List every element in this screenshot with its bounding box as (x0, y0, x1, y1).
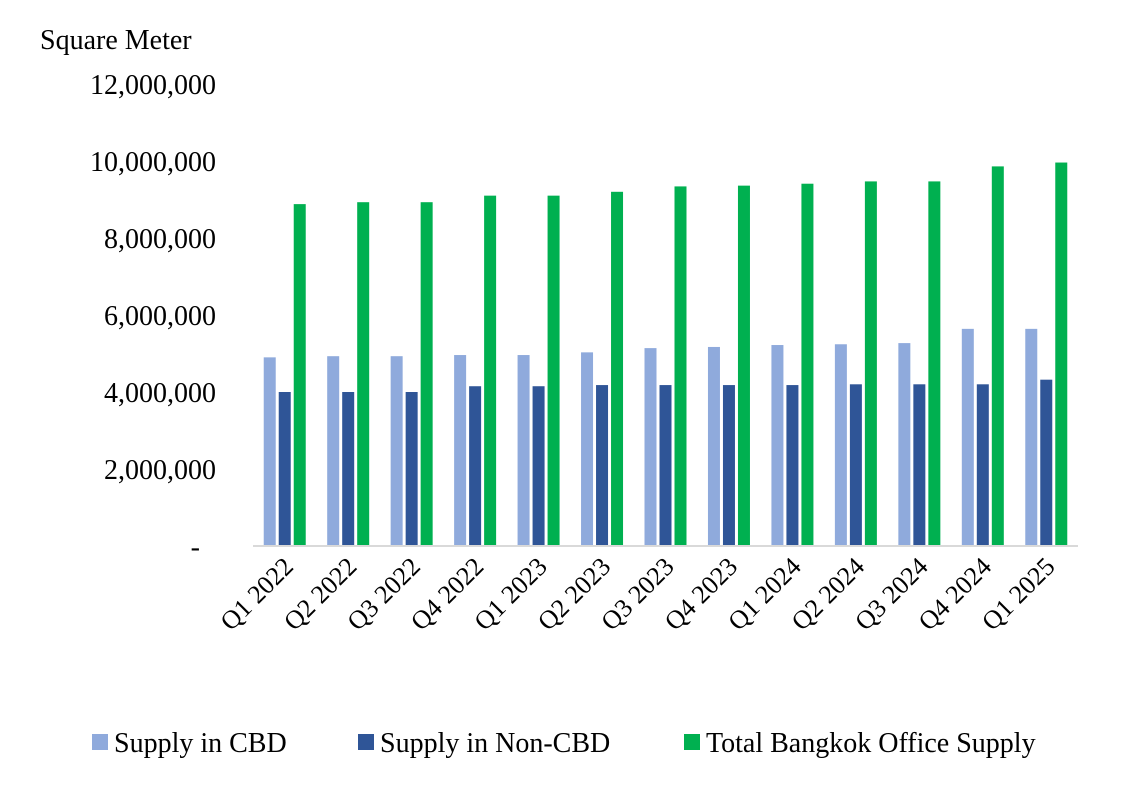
bar-1-q3-2022 (390, 356, 403, 546)
bar-3-q2-2023 (611, 191, 624, 547)
bar-2-q2-2024 (849, 384, 862, 546)
bar-3-q1-2022 (293, 204, 306, 546)
y-tick-label: 12,000,000 (90, 70, 216, 101)
bar-2-q1-2022 (278, 392, 291, 546)
bar-2-q4-2023 (722, 385, 735, 546)
bar-1-q1-2024 (771, 345, 784, 546)
bar-3-q3-2022 (420, 202, 433, 546)
legend-label-1: Supply in CBD (114, 728, 287, 759)
bar-1-q4-2024 (961, 328, 974, 546)
bar-3-q2-2024 (864, 181, 877, 546)
y-tick-label: 4,000,000 (104, 378, 216, 409)
bar-1-q2-2022 (327, 356, 340, 546)
legend-label-2: Supply in Non-CBD (380, 728, 610, 759)
y-tick-label: 2,000,000 (104, 455, 216, 486)
bar-1-q1-2023 (517, 355, 530, 546)
bar-3-q4-2022 (484, 195, 497, 546)
y-tick-label: - (191, 532, 200, 563)
bar-2-q4-2024 (976, 384, 989, 546)
bar-1-q4-2023 (707, 346, 720, 546)
legend-swatch-1 (92, 734, 108, 750)
bar-1-q1-2025 (1025, 328, 1038, 546)
bar-1-q4-2022 (454, 355, 467, 546)
bar-3-q3-2024 (928, 181, 941, 546)
bar-2-q3-2024 (913, 384, 926, 546)
bar-2-q1-2023 (532, 386, 545, 546)
bar-1-q1-2022 (263, 357, 276, 546)
bar-3-q1-2023 (547, 195, 560, 546)
y-tick-label: 10,000,000 (90, 147, 216, 178)
legend-swatch-3 (684, 734, 700, 750)
y-tick-label: 6,000,000 (104, 301, 216, 332)
legend-swatch-2 (358, 734, 374, 750)
bar-2-q2-2022 (342, 392, 355, 546)
bar-3-q1-2025 (1055, 162, 1068, 547)
bar-3-q4-2024 (991, 166, 1004, 546)
bar-3-q3-2023 (674, 186, 687, 546)
legend: Supply in CBD Supply in Non-CBD Total Bang… (92, 728, 1036, 759)
y-axis-unit-label: Square Meter (40, 25, 192, 56)
bar-3-q4-2023 (737, 185, 750, 546)
bar-2-q1-2025 (1040, 379, 1053, 546)
bar-3-q1-2024 (801, 183, 814, 546)
bar-1-q2-2024 (834, 344, 847, 546)
bar-3-q2-2022 (357, 202, 370, 546)
legend-label-3: Total Bangkok Office Supply (706, 728, 1036, 759)
bar-2-q4-2022 (469, 386, 482, 546)
bar-2-q3-2023 (659, 385, 672, 546)
y-tick-label: 8,000,000 (104, 224, 216, 255)
y-axis-ticks: - 2,000,000 4,000,000 6,000,000 8,000,000 10,… (90, 70, 216, 563)
bar-2-q2-2023 (596, 385, 609, 546)
bar-1-q3-2023 (644, 348, 657, 546)
bar-2-q3-2022 (405, 392, 418, 546)
bar-1-q3-2024 (898, 343, 911, 546)
bar-1-q2-2023 (581, 352, 594, 546)
bar-2-q1-2024 (786, 385, 799, 546)
bars (263, 162, 1068, 547)
